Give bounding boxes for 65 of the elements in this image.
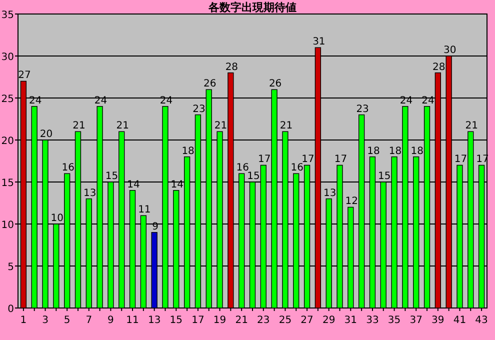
y-tick-label: 35	[1, 10, 14, 21]
chart-title: 各数字出現期待値	[208, 1, 296, 14]
x-tick-label: 5	[64, 315, 70, 326]
data-label: 23	[356, 104, 369, 115]
x-tick-label: 33	[366, 315, 379, 326]
data-label: 21	[116, 120, 129, 132]
data-label: 23	[192, 104, 206, 115]
data-label: 31	[312, 36, 326, 48]
y-tick-label: 15	[1, 178, 14, 189]
y-tick-label: 30	[1, 52, 14, 63]
x-tick-label: 41	[453, 315, 466, 326]
x-tick-label: 43	[475, 315, 488, 326]
x-tick-label: 39	[432, 315, 444, 326]
data-label: 21	[465, 120, 478, 132]
x-tick-label: 23	[257, 315, 270, 326]
x-tick-label: 21	[235, 315, 248, 326]
data-label: 18	[367, 146, 380, 157]
y-tick-label: 20	[1, 136, 14, 147]
data-label: 15	[378, 171, 391, 182]
data-label: 17	[258, 154, 271, 166]
x-tick-label: 35	[388, 315, 401, 326]
data-label: 28	[225, 62, 238, 73]
y-tick-label: 25	[1, 94, 14, 105]
y-tick-label: 10	[1, 220, 14, 231]
data-label: 16	[62, 162, 74, 174]
data-label: 16	[236, 162, 249, 174]
x-tick-label: 27	[300, 315, 314, 326]
data-label: 15	[247, 171, 260, 182]
y-tick-label: 0	[8, 304, 14, 315]
x-tick-label: 9	[108, 315, 114, 326]
y-tick-label: 5	[8, 262, 14, 273]
data-label: 18	[388, 146, 402, 157]
x-tick-label: 1	[20, 315, 27, 326]
x-tick-label: 13	[148, 315, 161, 326]
x-tick-label: 31	[344, 315, 358, 326]
data-label: 18	[182, 146, 194, 157]
data-label: 26	[268, 78, 282, 90]
data-label: 17	[454, 154, 468, 166]
data-label: 15	[105, 171, 118, 182]
x-tick-label: 11	[126, 315, 139, 326]
x-tick-label: 25	[278, 315, 292, 326]
x-tick-label: 7	[86, 315, 92, 326]
data-label: 21	[72, 120, 86, 132]
data-label: 30	[443, 45, 456, 56]
data-label: 12	[345, 196, 358, 208]
x-tick-label: 19	[213, 315, 226, 326]
data-label: 17	[334, 154, 348, 166]
data-label: 21	[280, 120, 293, 132]
data-label: 21	[214, 120, 228, 132]
data-label: 28	[432, 62, 446, 73]
x-tick-label: 3	[42, 315, 48, 326]
data-label: 26	[204, 78, 216, 90]
data-label: 20	[40, 129, 53, 140]
x-tick-label: 37	[410, 315, 422, 326]
data-label: 27	[18, 70, 31, 82]
data-label: 13	[84, 188, 96, 199]
data-label: 18	[410, 146, 424, 157]
data-label: 16	[290, 162, 304, 174]
data-label: 13	[323, 188, 336, 199]
data-label: 10	[50, 213, 64, 224]
x-tick-label: 17	[192, 315, 204, 326]
x-tick-label: 15	[170, 315, 183, 326]
x-tick-label: 29	[322, 315, 336, 326]
data-label: 17	[302, 154, 314, 166]
data-label: 11	[138, 204, 151, 216]
